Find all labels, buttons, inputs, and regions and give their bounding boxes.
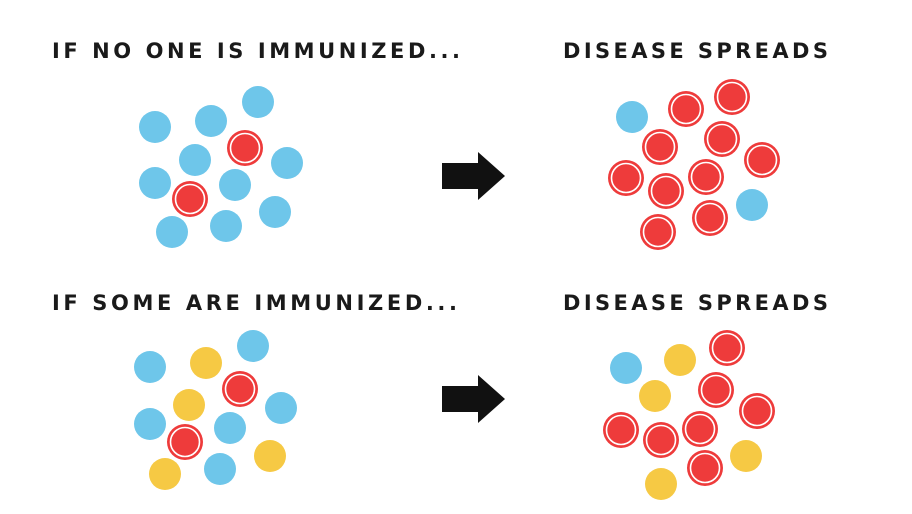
person-dot: [134, 408, 166, 440]
person-dot: [139, 111, 171, 143]
person-dot: [645, 424, 677, 456]
person-dot: [714, 79, 750, 115]
person-dot: [616, 101, 648, 133]
person-dot: [169, 426, 201, 458]
person-dot: [190, 347, 222, 379]
arrow: [442, 152, 505, 200]
person-dot: [134, 351, 166, 383]
person-dot: [741, 395, 773, 427]
person-dot: [172, 181, 208, 217]
person-dot: [700, 374, 732, 406]
person-dot: [730, 440, 762, 472]
person-dot: [688, 159, 724, 195]
person-dot: [746, 144, 778, 176]
person-dot: [156, 216, 188, 248]
person-dot: [265, 392, 297, 424]
person-dot: [645, 468, 677, 500]
person-dot: [704, 121, 740, 157]
person-dot: [639, 380, 671, 412]
person-dot: [644, 131, 676, 163]
person-dot: [608, 160, 644, 196]
person-dot: [642, 129, 678, 165]
person-dot: [650, 175, 682, 207]
person-dot: [227, 130, 263, 166]
arrow: [442, 375, 505, 423]
person-dot: [643, 422, 679, 458]
person-dot: [254, 440, 286, 472]
person-dot: [670, 93, 702, 125]
person-dot: [210, 210, 242, 242]
person-dot: [739, 393, 775, 429]
person-dot: [173, 389, 205, 421]
person-dot: [195, 105, 227, 137]
person-dot: [605, 414, 637, 446]
person-dot: [149, 458, 181, 490]
person-dot: [709, 330, 745, 366]
person-dot: [179, 144, 211, 176]
person-dot: [706, 123, 738, 155]
person-dot: [692, 200, 728, 236]
person-dot: [682, 411, 718, 447]
person-dot: [744, 142, 780, 178]
person-dot: [603, 412, 639, 448]
person-dot: [642, 216, 674, 248]
person-dot: [219, 169, 251, 201]
person-dot: [167, 424, 203, 460]
person-dot: [214, 412, 246, 444]
person-dot: [242, 86, 274, 118]
person-dot: [204, 453, 236, 485]
dots: [134, 79, 780, 500]
person-dot: [690, 161, 722, 193]
person-dot: [610, 352, 642, 384]
heading: IF SOME ARE IMMUNIZED...: [52, 291, 457, 315]
person-dot: [664, 344, 696, 376]
person-dot: [716, 81, 748, 113]
person-dot: [711, 332, 743, 364]
person-dot: [694, 202, 726, 234]
person-dot: [271, 147, 303, 179]
person-dot: [237, 330, 269, 362]
person-dot: [139, 167, 171, 199]
person-dot: [610, 162, 642, 194]
person-dot: [222, 371, 258, 407]
person-dot: [687, 450, 723, 486]
person-dot: [648, 173, 684, 209]
person-dot: [668, 91, 704, 127]
person-dot: [698, 372, 734, 408]
person-dot: [640, 214, 676, 250]
person-dot: [224, 373, 256, 405]
person-dot: [689, 452, 721, 484]
person-dot: [174, 183, 206, 215]
person-dot: [229, 132, 261, 164]
person-dot: [684, 413, 716, 445]
person-dot: [259, 196, 291, 228]
person-dot: [736, 189, 768, 221]
